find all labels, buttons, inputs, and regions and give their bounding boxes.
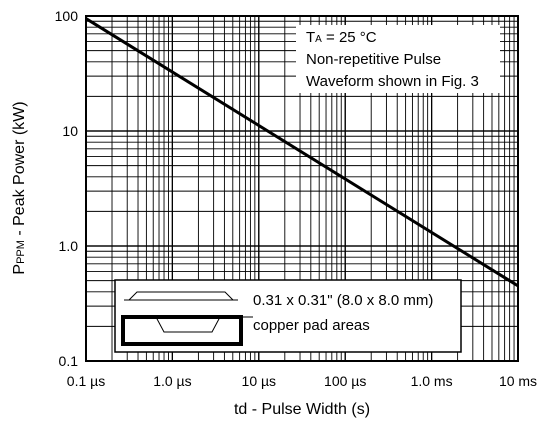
condition-line-2: Non-repetitive Pulse — [306, 51, 441, 68]
plot-frame — [85, 15, 519, 362]
condition-line-3: Waveform shown in Fig. 3 — [306, 73, 479, 90]
condition-annotation-box — [296, 25, 500, 93]
y-tick-label: 100 — [55, 8, 79, 24]
x-axis-label: td - Pulse Width (s) — [234, 401, 370, 418]
x-tick-label: 100 µs — [324, 373, 366, 389]
x-tick-label: 1.0 ms — [411, 373, 453, 389]
x-tick-label: 10 µs — [242, 373, 277, 389]
condition-temperature: TA = 25 °C — [306, 29, 377, 46]
condition-annotation: TA = 25 °C Non-repetitive Pulse Waveform… — [296, 25, 500, 93]
x-tick-label: 10 ms — [499, 373, 537, 389]
tick-labels: 0.1 µs 1.0 µs 10 µs 100 µs 1.0 ms 10 ms 0.1 1.0… — [55, 8, 537, 389]
pad-label-line-1: 0.31 x 0.31" (8.0 x 8.0 mm) — [253, 292, 433, 309]
series-line-peak-power — [85, 17, 519, 288]
y-tick-label: 0.1 — [59, 353, 79, 369]
pad-package-icon — [121, 291, 243, 346]
pad-annotation: 0.31 x 0.31" (8.0 x 8.0 mm) copper pad a… — [114, 279, 462, 353]
y-axis-label: PPPM - Peak Power (kW) — [11, 101, 28, 274]
x-tick-label: 1.0 µs — [153, 373, 191, 389]
y-tick-label: 10 — [62, 123, 78, 139]
y-tick-label: 1.0 — [59, 238, 79, 254]
x-tick-label: 0.1 µs — [67, 373, 105, 389]
pad-label-line-2: copper pad areas — [253, 317, 370, 334]
